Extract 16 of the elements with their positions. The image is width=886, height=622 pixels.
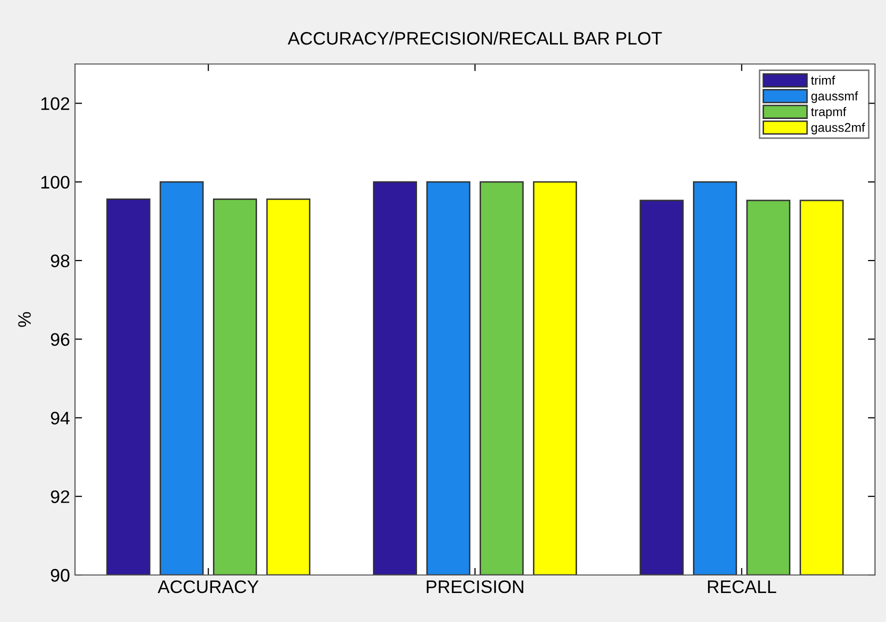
x-tick-label: RECALL bbox=[708, 580, 776, 594]
y-axis-title: % bbox=[18, 312, 31, 327]
y-tick-label: 90 bbox=[50, 568, 70, 582]
y-tick-label: 100 bbox=[41, 176, 70, 189]
y-tick-label: 92 bbox=[50, 490, 70, 504]
legend-label: gauss2mf bbox=[811, 122, 866, 134]
y-tick-label: 96 bbox=[50, 333, 70, 346]
legend-label: trimf bbox=[811, 76, 836, 85]
legend-label: trapmf bbox=[811, 107, 846, 119]
chart-title: ACCURACY/PRECISION/RECALL BAR PLOT bbox=[288, 31, 662, 45]
x-tick-label: ACCURACY bbox=[158, 580, 259, 594]
legend-label: gaussmf bbox=[811, 91, 858, 103]
x-tick-label: PRECISION bbox=[426, 580, 524, 594]
y-tick-label: 98 bbox=[50, 254, 70, 268]
y-tick-label: 94 bbox=[50, 412, 70, 424]
y-tick-label: 102 bbox=[41, 97, 70, 110]
